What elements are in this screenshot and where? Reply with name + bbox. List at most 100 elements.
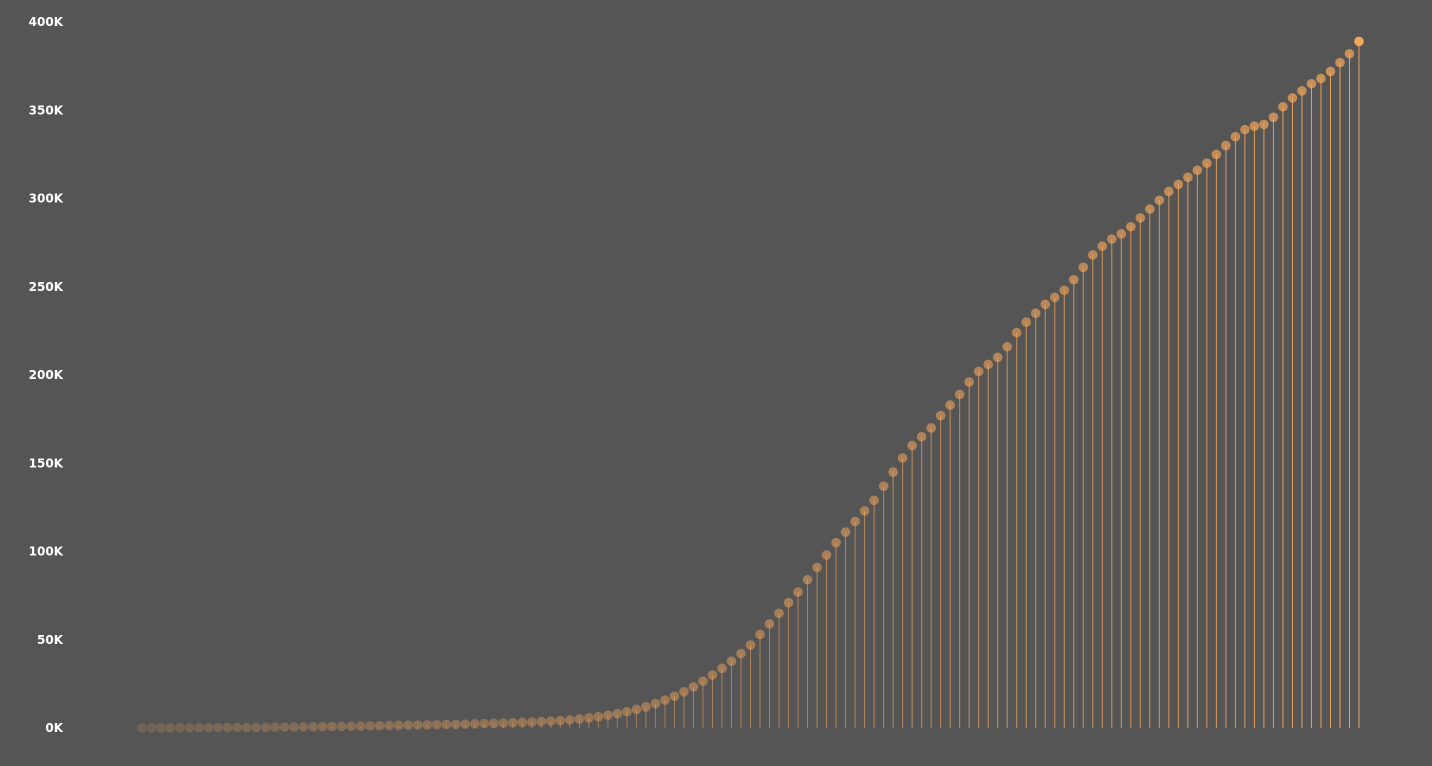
lollipop-dot[interactable]: [555, 715, 566, 726]
lollipop-dot[interactable]: [878, 481, 889, 491]
lollipop-dot[interactable]: [1021, 317, 1032, 327]
lollipop-dot[interactable]: [1344, 48, 1355, 59]
lollipop-dot[interactable]: [175, 723, 185, 733]
lollipop-dot[interactable]: [1002, 341, 1013, 352]
lollipop-dot[interactable]: [298, 722, 309, 732]
lollipop-dot[interactable]: [793, 587, 803, 597]
lollipop-dot[interactable]: [460, 719, 471, 729]
lollipop-dot[interactable]: [945, 400, 955, 410]
lollipop-dot[interactable]: [669, 691, 680, 702]
lollipop-dot[interactable]: [1211, 149, 1222, 160]
lollipop-dot[interactable]: [488, 718, 499, 729]
lollipop-dot[interactable]: [1325, 66, 1336, 77]
lollipop-dot[interactable]: [593, 711, 604, 722]
lollipop-dot[interactable]: [536, 716, 547, 727]
lollipop-dot[interactable]: [973, 366, 984, 377]
lollipop-dot[interactable]: [603, 710, 613, 721]
lollipop-dot[interactable]: [679, 687, 689, 697]
lollipop-dot[interactable]: [774, 608, 784, 619]
lollipop-dot[interactable]: [517, 717, 528, 728]
lollipop-dot[interactable]: [812, 562, 822, 573]
lollipop-dot[interactable]: [527, 717, 537, 727]
lollipop-dot[interactable]: [308, 721, 318, 732]
lollipop-dot[interactable]: [412, 720, 423, 730]
lollipop-dot[interactable]: [1106, 234, 1117, 244]
lollipop-dot[interactable]: [165, 723, 176, 733]
lollipop-dot[interactable]: [1059, 285, 1070, 296]
lollipop-dot[interactable]: [469, 719, 480, 729]
lollipop-dot[interactable]: [983, 359, 993, 370]
lollipop-dot[interactable]: [441, 719, 452, 730]
lollipop-dot[interactable]: [1183, 172, 1193, 183]
lollipop-dot[interactable]: [622, 706, 632, 717]
lollipop-dot[interactable]: [241, 722, 252, 733]
lollipop-dot[interactable]: [1297, 86, 1307, 96]
lollipop-dot[interactable]: [213, 722, 223, 733]
lollipop-dot[interactable]: [641, 702, 651, 712]
lollipop-dot[interactable]: [698, 676, 708, 687]
lollipop-dot[interactable]: [422, 720, 433, 730]
lollipop-dot[interactable]: [888, 467, 898, 477]
lollipop-dot[interactable]: [574, 714, 585, 724]
lollipop-dot[interactable]: [840, 527, 851, 537]
lollipop-dot[interactable]: [1240, 124, 1250, 135]
lollipop-dot[interactable]: [317, 721, 328, 732]
lollipop-dot[interactable]: [1278, 101, 1288, 112]
lollipop-dot[interactable]: [1287, 93, 1298, 103]
lollipop-dot[interactable]: [374, 720, 385, 731]
lollipop-dot[interactable]: [783, 597, 794, 608]
lollipop-dot[interactable]: [146, 723, 157, 733]
lollipop-dot[interactable]: [660, 695, 670, 705]
lollipop-dot[interactable]: [916, 431, 927, 442]
lollipop-dot[interactable]: [479, 718, 490, 729]
lollipop-dot[interactable]: [384, 720, 395, 731]
lollipop-dot[interactable]: [1078, 262, 1089, 273]
lollipop-dot[interactable]: [346, 721, 356, 732]
lollipop-dot[interactable]: [897, 453, 908, 463]
lollipop-dot-latest[interactable]: [1354, 36, 1364, 47]
lollipop-dot[interactable]: [650, 698, 661, 709]
lollipop-dot[interactable]: [279, 722, 290, 732]
lollipop-dot[interactable]: [907, 440, 917, 451]
lollipop-dot[interactable]: [717, 663, 727, 674]
lollipop-dot[interactable]: [1202, 158, 1212, 168]
lollipop-dot[interactable]: [802, 574, 813, 585]
lollipop-dot[interactable]: [764, 619, 775, 629]
lollipop-dot[interactable]: [450, 719, 461, 730]
lollipop-dot[interactable]: [251, 722, 261, 733]
lollipop-dot[interactable]: [270, 722, 280, 733]
lollipop-dot[interactable]: [1306, 78, 1317, 89]
lollipop-dot[interactable]: [1030, 308, 1041, 319]
lollipop-dot[interactable]: [137, 723, 147, 733]
lollipop-dot[interactable]: [1011, 327, 1022, 338]
lollipop-dot[interactable]: [336, 721, 347, 732]
lollipop-dot[interactable]: [1249, 121, 1260, 131]
lollipop-dot[interactable]: [327, 721, 337, 732]
lollipop-dot[interactable]: [1259, 119, 1269, 130]
lollipop-dot[interactable]: [707, 670, 718, 680]
lollipop-dot[interactable]: [222, 722, 233, 733]
lollipop-dot[interactable]: [403, 720, 414, 730]
lollipop-dot[interactable]: [565, 715, 575, 725]
lollipop-dot[interactable]: [194, 722, 204, 733]
lollipop-dot[interactable]: [1040, 299, 1051, 310]
lollipop-dot[interactable]: [631, 704, 642, 715]
lollipop-dot[interactable]: [736, 648, 746, 659]
lollipop-dot[interactable]: [935, 410, 946, 421]
lollipop-dot[interactable]: [926, 423, 936, 433]
lollipop-dot[interactable]: [688, 682, 699, 692]
lollipop-dot[interactable]: [1268, 112, 1279, 123]
lollipop-dot[interactable]: [1126, 221, 1136, 232]
lollipop-dot[interactable]: [612, 708, 623, 719]
lollipop-dot[interactable]: [1335, 57, 1345, 68]
lollipop-dot[interactable]: [831, 537, 841, 548]
lollipop-dot[interactable]: [745, 640, 756, 650]
lollipop-dot[interactable]: [1316, 73, 1326, 84]
lollipop-dot[interactable]: [1173, 179, 1184, 190]
lollipop-dot[interactable]: [755, 629, 765, 640]
lollipop-dot[interactable]: [1097, 241, 1108, 251]
lollipop-dot[interactable]: [1087, 250, 1098, 260]
lollipop-dot[interactable]: [184, 722, 195, 733]
lollipop-dot[interactable]: [431, 719, 442, 730]
lollipop-dot[interactable]: [954, 389, 965, 400]
